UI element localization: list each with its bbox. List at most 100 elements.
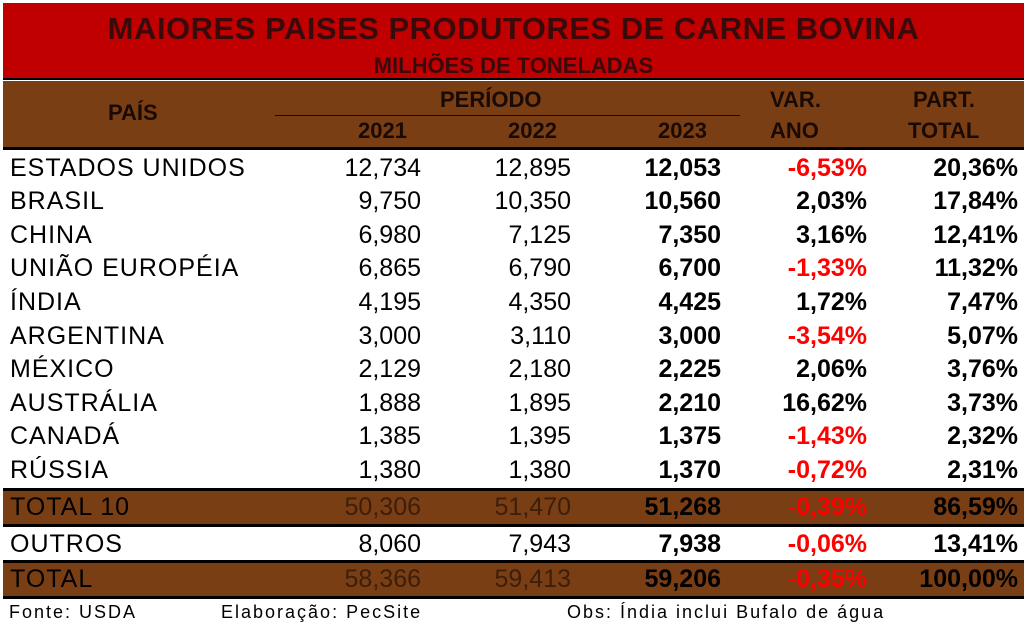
header-part-top: PART. (913, 87, 975, 112)
table-row: CHINA 6,980 7,125 7,350 3,16% 12,41% (3, 219, 1024, 252)
cell-y2023: 6,700 (658, 254, 721, 282)
cell-pais: TOTAL 10 (10, 493, 131, 521)
cell-part: 13,41% (933, 530, 1018, 558)
cell-pais: RÚSSIA (10, 456, 110, 484)
cell-y2023: 10,560 (644, 187, 721, 215)
header-2022: 2022 (508, 118, 557, 143)
cell-y2021: 1,888 (358, 389, 421, 417)
cell-pais: MÉXICO (10, 355, 115, 383)
table-row: UNIÃO EUROPÉIA 6,865 6,790 6,700 -1,33% 11,32… (3, 252, 1024, 285)
cell-y2021: 2,129 (358, 355, 421, 383)
cell-pais: UNIÃO EUROPÉIA (10, 254, 240, 282)
table-row: ESTADOS UNIDOS 12,734 12,895 12,053 -6,53% 20… (3, 152, 1024, 185)
total10-row: TOTAL 10 50,306 51,470 51,268 -0,39% 86,59% (3, 488, 1024, 527)
cell-part: 5,07% (947, 322, 1018, 350)
footer: Fonte: USDA Elaboração: PecSite Obs: Índ… (9, 602, 1024, 626)
cell-pais: OUTROS (10, 530, 123, 558)
footer-obs: Obs: Índia inclui Bufalo de água (567, 602, 886, 622)
header-2021: 2021 (358, 118, 407, 143)
header-var-bottom: ANO (770, 118, 819, 143)
column-header-band: PAÍS PERÍODO 2021 2022 2023 VAR. ANO PAR… (3, 81, 1024, 150)
cell-var: 1,72% (796, 288, 867, 316)
cell-var: 3,16% (796, 221, 867, 249)
total-row: TOTAL 58,366 59,413 59,206 -0,35% 100,00% (3, 560, 1024, 599)
header-2023: 2023 (658, 118, 707, 143)
cell-y2022: 7,125 (508, 221, 571, 249)
cell-part: 2,31% (947, 456, 1018, 484)
cell-y2021: 8,060 (358, 530, 421, 558)
cell-y2021: 9,750 (358, 187, 421, 215)
cell-y2023: 4,425 (658, 288, 721, 316)
cell-y2021: 1,385 (358, 422, 421, 450)
cell-y2023: 7,350 (658, 221, 721, 249)
table-row: ÍNDIA 4,195 4,350 4,425 1,72% 7,47% (3, 286, 1024, 319)
table-row: RÚSSIA 1,380 1,380 1,370 -0,72% 2,31% (3, 454, 1024, 487)
cell-var: -3,54% (787, 322, 867, 350)
cell-pais: BRASIL (10, 187, 105, 215)
cell-pais: ESTADOS UNIDOS (10, 154, 246, 182)
cell-var: -1,33% (787, 254, 867, 282)
cell-var: -0,39% (787, 493, 867, 521)
cell-pais: ARGENTINA (10, 322, 165, 350)
cell-y2021: 58,366 (344, 565, 421, 593)
page-subtitle: MILHÕES DE TONELADAS (373, 53, 654, 78)
cell-y2022: 51,470 (494, 493, 571, 521)
page-title: MAIORES PAISES PRODUTORES DE CARNE BOVIN… (107, 11, 920, 46)
cell-y2023: 12,053 (644, 154, 721, 182)
cell-y2022: 2,180 (508, 355, 571, 383)
cell-y2022: 3,110 (510, 322, 571, 350)
cell-y2021: 1,380 (358, 456, 421, 484)
cell-part: 3,73% (947, 389, 1018, 417)
cell-y2021: 6,980 (358, 221, 421, 249)
cell-y2023: 51,268 (644, 493, 721, 521)
header-periodo: PERÍODO (440, 87, 542, 112)
cell-y2022: 1,395 (508, 422, 571, 450)
cell-y2021: 12,734 (344, 154, 421, 182)
cell-part: 7,47% (947, 288, 1018, 316)
cell-pais: CHINA (10, 221, 93, 249)
cell-var: -0,72% (787, 456, 867, 484)
cell-y2021: 6,865 (358, 254, 421, 282)
footer-elaboration: Elaboração: PecSite (221, 602, 423, 622)
cell-part: 3,76% (947, 355, 1018, 383)
cell-y2023: 3,000 (658, 322, 721, 350)
cell-var: -0,35% (787, 565, 867, 593)
cell-y2023: 1,375 (658, 422, 721, 450)
cell-y2023: 1,370 (658, 456, 721, 484)
footer-source: Fonte: USDA (9, 602, 138, 622)
cell-pais: TOTAL (10, 565, 94, 593)
cell-pais: CANADÁ (10, 422, 121, 450)
cell-y2021: 4,195 (358, 288, 421, 316)
cell-y2022: 10,350 (494, 187, 571, 215)
cell-y2021: 3,000 (358, 322, 421, 350)
cell-var: -1,43% (787, 422, 867, 450)
cell-part: 17,84% (933, 187, 1018, 215)
cell-y2022: 6,790 (508, 254, 571, 282)
cell-y2023: 59,206 (644, 565, 721, 593)
period-divider (275, 115, 740, 116)
cell-part: 12,41% (933, 221, 1018, 249)
cell-pais: ÍNDIA (10, 288, 82, 316)
cell-y2022: 4,350 (508, 288, 571, 316)
cell-var: 16,62% (782, 389, 867, 417)
cell-part: 11,32% (934, 254, 1018, 282)
cell-y2022: 1,380 (508, 456, 571, 484)
header-var-top: VAR. (770, 87, 821, 112)
header-pais: PAÍS (108, 100, 158, 125)
title-band: MAIORES PAISES PRODUTORES DE CARNE BOVIN… (3, 3, 1024, 80)
cell-y2021: 50,306 (344, 493, 421, 521)
outros-row: OUTROS 8,060 7,943 7,938 -0,06% 13,41% (3, 528, 1024, 561)
cell-part: 100,00% (919, 565, 1018, 593)
table-row: AUSTRÁLIA 1,888 1,895 2,210 16,62% 3,73% (3, 387, 1024, 420)
cell-pais: AUSTRÁLIA (10, 389, 158, 417)
header-part-bottom: TOTAL (908, 118, 980, 143)
cell-var: -6,53% (787, 154, 867, 182)
cell-y2022: 7,943 (508, 530, 571, 558)
cell-var: 2,06% (796, 355, 867, 383)
cell-part: 20,36% (933, 154, 1018, 182)
cell-var: 2,03% (796, 187, 867, 215)
table-row: ARGENTINA 3,000 3,110 3,000 -3,54% 5,07% (3, 320, 1024, 353)
cell-y2023: 7,938 (658, 530, 721, 558)
cell-y2023: 2,225 (658, 355, 721, 383)
table-row: CANADÁ 1,385 1,395 1,375 -1,43% 2,32% (3, 420, 1024, 453)
